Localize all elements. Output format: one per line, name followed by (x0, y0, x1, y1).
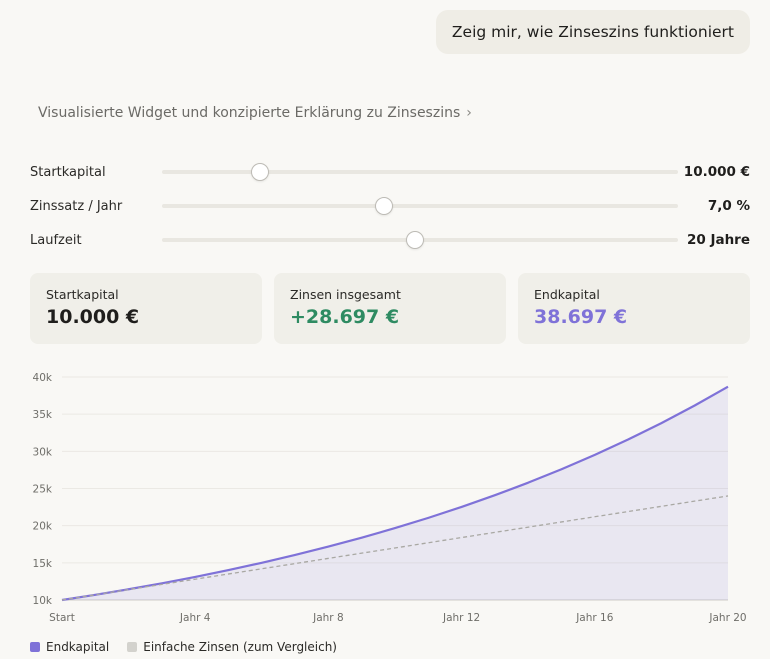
slider-label: Laufzeit (30, 232, 82, 248)
slider-laufzeit: Laufzeit 20 Jahre (30, 230, 750, 250)
y-tick-label: 35k (33, 409, 53, 421)
widget-link-label: Visualisierte Widget und konzipierte Erk… (38, 105, 461, 121)
slider-label: Startkapital (30, 164, 106, 180)
legend-swatch (30, 642, 40, 652)
einfache-zinsen-line (61, 495, 729, 601)
legend-swatch (127, 642, 138, 652)
card-label: Zinsen insgesamt (290, 287, 401, 302)
slider-track[interactable] (162, 163, 678, 181)
card-label: Startkapital (46, 287, 119, 302)
chart-legend: Endkapital Einfache Zinsen (zum Vergleic… (30, 640, 337, 654)
chevron-right-icon: › (466, 105, 472, 121)
slider-thumb[interactable] (374, 197, 393, 215)
slider-value: 7,0 % (707, 198, 750, 214)
y-tick-label: 20k (33, 521, 53, 533)
x-tick-label: Start (49, 612, 75, 624)
card-label: Endkapital (534, 287, 600, 302)
slider-zinssatz: Zinssatz / Jahr 7,0 % (30, 196, 750, 216)
slider-thumb[interactable] (405, 231, 424, 249)
slider-track[interactable] (162, 197, 678, 215)
card-value: +28.697 € (290, 306, 400, 328)
x-tick-label: Jahr 12 (442, 612, 480, 624)
slider-value: 10.000 € (683, 164, 750, 180)
endkapital-line (61, 385, 729, 602)
x-tick-label: Jahr 20 (708, 612, 746, 624)
x-tick-label: Jahr 8 (312, 612, 344, 624)
card-endkapital: Endkapital 38.697 € (518, 273, 750, 344)
endkapital-area (62, 386, 728, 600)
user-message-bubble: Zeig mir, wie Zinseszins funktioniert (435, 10, 750, 54)
slider-startkapital: Startkapital 10.000 € (30, 162, 750, 182)
card-startkapital: Startkapital 10.000 € (30, 273, 262, 344)
y-tick-label: 15k (33, 558, 53, 570)
slider-label: Zinssatz / Jahr (30, 198, 123, 214)
card-value: 10.000 € (46, 306, 140, 328)
slider-track[interactable] (162, 231, 678, 249)
legend-item-einfache-zinsen: Einfache Zinsen (zum Vergleich) (127, 640, 337, 654)
y-tick-label: 25k (33, 484, 53, 496)
widget-explanation-link[interactable]: Visualisierte Widget und konzipierte Erk… (38, 105, 472, 121)
y-tick-label: 30k (33, 446, 53, 458)
slider-thumb[interactable] (251, 163, 270, 181)
compound-interest-chart: 10k 15k 20k 25k 30k 35k 40k Start Jahr 4 Jahr 8 Ja… (33, 372, 747, 624)
y-tick-label: 10k (33, 595, 53, 607)
user-message-text: Zeig mir, wie Zinseszins funktioniert (451, 23, 734, 41)
card-value: 38.697 € (534, 306, 628, 328)
legend-item-endkapital: Endkapital (30, 640, 109, 654)
slider-value: 20 Jahre (686, 232, 750, 248)
x-tick-label: Jahr 16 (575, 612, 614, 624)
y-tick-label: 40k (33, 372, 53, 384)
card-zinsen-insgesamt: Zinsen insgesamt +28.697 € (274, 273, 506, 344)
x-tick-label: Jahr 4 (179, 612, 211, 624)
legend-label: Einfache Zinsen (zum Vergleich) (143, 640, 337, 654)
legend-label: Endkapital (46, 640, 110, 654)
